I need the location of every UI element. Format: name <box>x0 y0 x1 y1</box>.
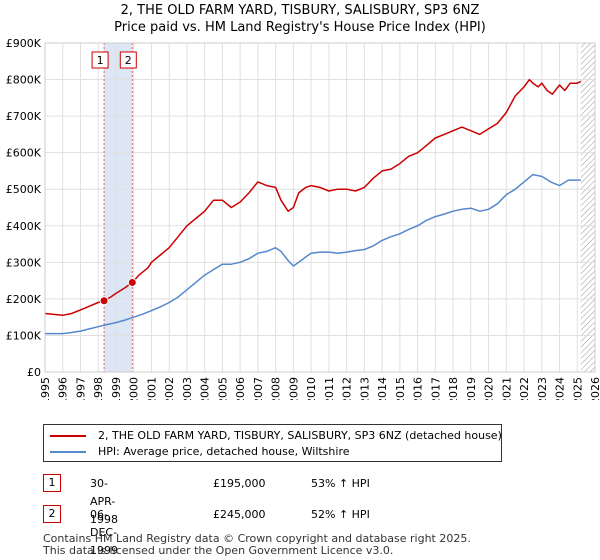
legend-swatch-hpi <box>50 451 86 453</box>
x-tick-label: 2019 <box>465 377 478 400</box>
x-tick-label: 2021 <box>500 377 513 400</box>
x-tick-label: 1998 <box>92 377 105 400</box>
transaction-date: 30-APR-1998 <box>90 477 118 526</box>
footer-copyright: Contains HM Land Registry data © Crown c… <box>43 532 471 545</box>
footer-license: This data is licensed under the Open Gov… <box>43 544 394 557</box>
sale-interval-shade <box>104 43 133 372</box>
x-tick-label: 2006 <box>234 377 247 400</box>
x-tick-label: 2015 <box>394 377 407 400</box>
legend-label-property: 2, THE OLD FARM YARD, TISBURY, SALISBURY… <box>98 429 502 442</box>
annotation-label: 1 <box>97 54 104 67</box>
x-tick-label: 2026 <box>589 377 600 400</box>
y-tick-label: £900K <box>6 37 42 50</box>
x-tick-label: 2001 <box>145 377 158 400</box>
x-tick-label: 2010 <box>305 377 318 400</box>
x-tick-label: 2003 <box>181 377 194 400</box>
y-tick-label: £500K <box>6 183 42 196</box>
y-tick-label: £800K <box>6 74 42 87</box>
x-tick-label: 2013 <box>358 377 371 400</box>
x-tick-label: 2009 <box>287 377 300 400</box>
sale-point <box>127 277 137 287</box>
x-tick-label: 2023 <box>536 377 549 400</box>
transaction-number-badge: 2 <box>43 505 61 523</box>
x-tick-label: 2018 <box>447 377 460 400</box>
x-tick-label: 1995 <box>39 377 52 400</box>
legend-entry-hpi: HPI: Average price, detached house, Wilt… <box>50 444 350 460</box>
x-tick-label: 2002 <box>163 377 176 400</box>
legend-swatch-property <box>50 435 86 437</box>
y-tick-label: £700K <box>6 110 42 123</box>
projection-hatch <box>580 43 595 372</box>
x-tick-label: 2011 <box>323 377 336 400</box>
annotation-box <box>119 51 137 69</box>
x-tick-label: 2020 <box>483 377 496 400</box>
legend: 2, THE OLD FARM YARD, TISBURY, SALISBURY… <box>43 424 502 462</box>
transaction-price: £245,000 <box>213 508 266 521</box>
x-tick-label: 1999 <box>110 377 123 400</box>
chart-title: 2, THE OLD FARM YARD, TISBURY, SALISBURY… <box>120 3 480 18</box>
y-tick-label: £300K <box>6 256 42 269</box>
annotation-box <box>91 51 109 69</box>
x-tick-label: 2005 <box>216 377 229 400</box>
x-tick-label: 2022 <box>518 377 531 400</box>
plot-area <box>45 43 595 372</box>
legend-label-hpi: HPI: Average price, detached house, Wilt… <box>98 445 350 458</box>
x-tick-label: 2012 <box>341 377 354 400</box>
x-tick-label: 2000 <box>128 377 141 400</box>
y-tick-label: £100K <box>6 329 42 342</box>
transaction-price: £195,000 <box>213 477 266 490</box>
transaction-date: 06-DEC-1999 <box>90 508 118 557</box>
x-tick-label: 2025 <box>571 377 584 400</box>
y-tick-label: £0 <box>27 366 41 379</box>
property-price-line <box>44 78 582 317</box>
x-tick-label: 2017 <box>429 377 442 400</box>
x-tick-label: 2008 <box>270 377 283 400</box>
hpi-line <box>45 173 581 335</box>
y-tick-label: £200K <box>6 293 42 306</box>
transaction-hpi-change: 52% ↑ HPI <box>311 508 370 521</box>
plot-frame <box>44 42 596 373</box>
annotation-label: 2 <box>125 54 132 67</box>
y-tick-label: £600K <box>6 147 42 160</box>
x-tick-label: 2014 <box>376 377 389 400</box>
x-tick-label: 2004 <box>199 377 212 400</box>
transaction-number-badge: 1 <box>43 474 61 492</box>
sale-point <box>99 296 109 306</box>
x-tick-label: 1997 <box>74 377 87 400</box>
transaction-hpi-change: 53% ↑ HPI <box>311 477 370 490</box>
legend-entry-property: 2, THE OLD FARM YARD, TISBURY, SALISBURY… <box>50 428 502 444</box>
y-tick-label: £400K <box>6 220 42 233</box>
chart-subtitle: Price paid vs. HM Land Registry's House … <box>114 20 486 35</box>
x-tick-label: 2016 <box>412 377 425 400</box>
price-chart: £0 £100K £200K £300K £400K £500K £600K £700K £80… <box>6 37 600 400</box>
x-tick-label: 2024 <box>554 377 567 400</box>
x-tick-label: 1996 <box>57 377 70 400</box>
x-tick-label: 2007 <box>252 377 265 400</box>
